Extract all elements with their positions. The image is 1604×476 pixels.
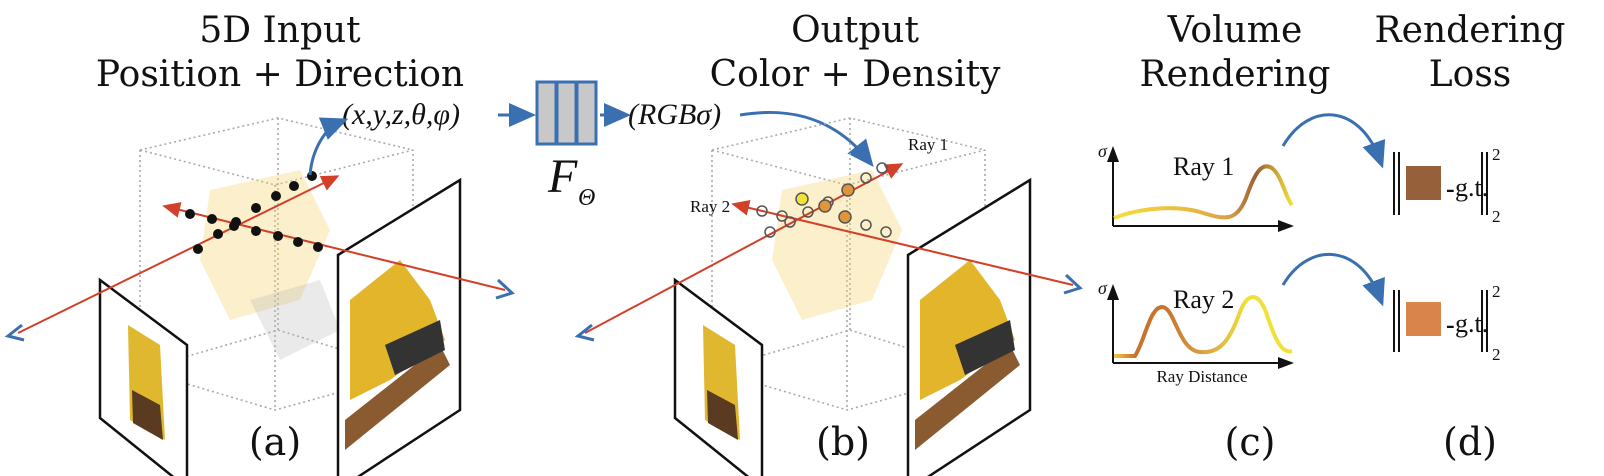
sample-to-input-arrow: [308, 117, 349, 176]
camera-eye-icon: [495, 278, 515, 300]
panel-a-title-line2: Position + Direction: [96, 54, 464, 95]
norm-superscript: 2: [1492, 282, 1501, 301]
ray-1-label: Ray 1: [908, 135, 948, 154]
norm-superscript: 2: [1492, 145, 1501, 164]
ground-truth-label: g.t.: [1455, 173, 1488, 202]
panel-a-label: (a): [249, 420, 301, 464]
panel-d-label: (d): [1443, 420, 1497, 464]
panel-c-plots: σ Ray 1 σ Ray 2 Ray Distance: [1098, 141, 1294, 386]
norm-subscript: 2: [1492, 345, 1501, 364]
ray-1-sigma-label: σ: [1098, 141, 1108, 161]
panel-b-title-line2: Color + Density: [710, 54, 1001, 95]
panel-a-title-line1: 5D Input: [199, 10, 361, 51]
input-formula: (x,y,z,θ,φ): [342, 98, 460, 131]
ray-1-rendered-pixel: [1406, 166, 1441, 200]
panel-c-label: (c): [1225, 420, 1276, 464]
ray-1: [17, 175, 340, 334]
ray-2-to-pixel-arrow: [1281, 252, 1385, 307]
panel-b-scene: Ray 1 Ray 2: [574, 117, 1083, 476]
panel-c-title-line1: Volume: [1167, 10, 1303, 51]
ray-2-rendered-pixel: [1406, 302, 1441, 336]
x-axis-label: Ray Distance: [1156, 367, 1247, 386]
ray-1-plot-label: Ray 1: [1173, 152, 1234, 181]
network-block-icon: [535, 80, 598, 146]
ground-truth-label: g.t.: [1455, 309, 1488, 338]
panel-d-title-line2: Loss: [1429, 54, 1512, 95]
ray-1-density-curve: [1113, 164, 1294, 220]
norm-bars: [1393, 152, 1488, 352]
ray-2-density-curve: [1114, 295, 1293, 358]
ray-2: [162, 202, 506, 291]
colored-sample-points: [756, 162, 892, 238]
ray-2-plot-label: Ray 2: [1173, 285, 1234, 314]
output-formula: (RGBσ): [628, 98, 721, 131]
ray-2-sigma-label: σ: [1098, 278, 1108, 298]
minus-sign: -: [1446, 310, 1455, 339]
norm-subscript: 2: [1492, 207, 1501, 226]
camera-eye-icon: [574, 323, 595, 342]
ray-2-label: Ray 2: [690, 197, 730, 216]
sample-points: [185, 171, 323, 254]
network-symbol-subscript: Θ: [578, 185, 595, 211]
panel-b-label: (b): [816, 420, 870, 464]
panel-d-loss: - g.t. 2 2 - g.t. 2 2: [1281, 113, 1501, 364]
camera-eye-icon: [4, 323, 25, 342]
panel-b-title-line1: Output: [791, 10, 919, 51]
network-symbol: F: [547, 150, 578, 203]
panel-c-title-line2: Rendering: [1140, 54, 1331, 95]
output-to-samples-arrow: [739, 110, 874, 168]
ray-1-to-pixel-arrow: [1281, 113, 1386, 169]
camera-eye-icon: [1063, 273, 1083, 295]
minus-sign: -: [1446, 174, 1455, 203]
panel-d-title-line1: Rendering: [1375, 10, 1566, 51]
panel-a-scene: [4, 117, 515, 476]
